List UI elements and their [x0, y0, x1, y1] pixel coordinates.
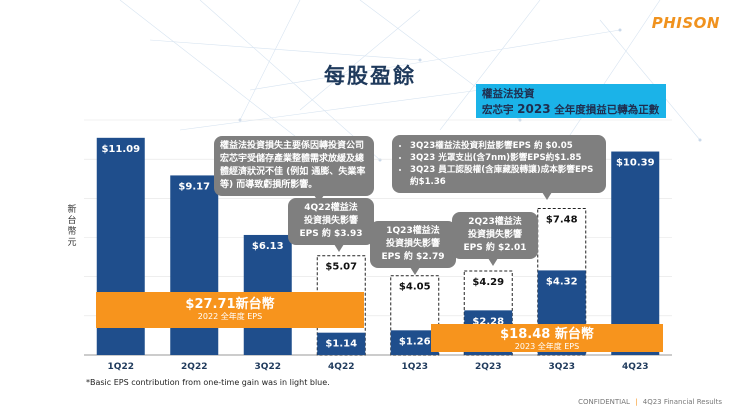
callout-2q23-line-2: 投資損失影響	[467, 230, 522, 240]
y-axis-label: 新台幣元	[67, 205, 77, 248]
footer-confidential: CONFIDENTIAL	[578, 398, 630, 406]
bar-value-label-4q23: $10.39	[616, 158, 655, 169]
bar-value-label-2q23: $2.28	[472, 316, 504, 327]
bar-excluding-loss-label-1q23: $4.05	[399, 282, 431, 293]
phison-logo: PHISON	[651, 14, 720, 32]
bar-value-label-3q23: $4.32	[546, 276, 578, 287]
callout-1q23-line-3: EPS 約 $2.79	[381, 252, 445, 262]
bar-value-label-3q22: $6.13	[252, 241, 284, 252]
x-tick-label-3q23: 3Q23	[549, 362, 575, 372]
bar-4q22	[317, 332, 366, 355]
bar-2q22	[170, 175, 219, 355]
footer: CONFIDENTIAL | 4Q23 Financial Results	[578, 398, 722, 406]
callout-1q23-line-2: 投資損失影響	[385, 239, 440, 249]
x-tick-label-4q22: 4Q22	[328, 362, 354, 372]
callout-4q22: 4Q22權益法 投資損失影響 EPS 約 $3.93	[288, 198, 374, 252]
callout-4q22-line-3: EPS 約 $3.93	[299, 229, 363, 239]
eps-2022-label: 2022 全年度 EPS	[197, 312, 263, 321]
equity-loss-explanation-callout: 權益法投資損失主要係因轉投資公司宏芯宇受儲存產業整體需求放緩及總體經濟狀況不佳 …	[214, 136, 374, 203]
bar-value-label-1q22: $11.09	[101, 144, 140, 155]
bar-value-label-1q23: $1.26	[399, 336, 431, 347]
eps-2023-banner: $18.48 新台幣 2023 全年度 EPS	[431, 324, 663, 352]
callout-tail	[488, 258, 498, 266]
callout-2q23-line-3: EPS 約 $2.01	[463, 243, 527, 253]
equity-loss-explanation-text: 權益法投資損失主要係因轉投資公司宏芯宇受儲存產業整體需求放緩及總體經濟狀況不佳 …	[220, 141, 366, 190]
highlight-year: 2023	[517, 102, 551, 116]
x-tick-label-4q23: 4Q23	[622, 362, 648, 372]
highlight-company: 宏芯宇	[482, 104, 514, 116]
bar-value-label-2q22: $9.17	[178, 181, 210, 192]
eps-2022-amount: $27.71新台幣	[185, 297, 275, 312]
callout-3q23-item: 3Q23權益法投資利益影響EPS 約 $0.05	[410, 140, 598, 152]
callout-3q23: 3Q23權益法投資利益影響EPS 約 $0.05 3Q23 光罩支出(含7nm)…	[392, 135, 606, 200]
bar-1q23	[390, 330, 439, 355]
eps-2023-label: 2023 全年度 EPS	[514, 342, 580, 351]
eps-2022-banner: $27.71新台幣 2022 全年度 EPS	[96, 292, 364, 328]
callout-tail	[410, 267, 420, 275]
highlight-line-2: 宏芯宇 2023 全年度損益已轉為正數	[482, 102, 660, 118]
callout-4q22-line-1: 4Q22權益法	[304, 203, 358, 213]
bar-value-label-4q22: $1.14	[325, 339, 357, 350]
x-tick-label-1q23: 1Q23	[402, 362, 428, 372]
x-tick-label-3q22: 3Q22	[255, 362, 281, 372]
callout-3q23-list: 3Q23權益法投資利益影響EPS 約 $0.05 3Q23 光罩支出(含7nm)…	[400, 140, 598, 188]
footnote: *Basic EPS contribution from one-time ga…	[86, 378, 330, 387]
footer-report-title: 4Q23 Financial Results	[642, 398, 722, 406]
bar-excluding-loss-label-3q23: $7.48	[546, 215, 578, 226]
highlight-text: 全年度損益已轉為正數	[554, 104, 660, 116]
bar-excluding-loss-label-2q23: $4.29	[472, 277, 504, 288]
callout-1q23-line-1: 1Q23權益法	[386, 226, 440, 236]
callout-tail	[334, 244, 344, 252]
callout-2q23-line-1: 2Q23權益法	[468, 217, 522, 227]
x-tick-label-2q22: 2Q22	[181, 362, 207, 372]
eps-2023-amount: $18.48 新台幣	[500, 327, 594, 342]
callout-2q23: 2Q23權益法 投資損失影響 EPS 約 $2.01	[452, 212, 538, 266]
highlight-line-1: 權益法投資	[482, 88, 535, 100]
callout-3q23-item: 3Q23 員工認股權(含庫藏股轉讓)成本影響EPS約$1.36	[410, 164, 598, 188]
callout-tail	[542, 192, 552, 200]
equity-investment-highlight: 權益法投資 宏芯宇 2023 全年度損益已轉為正數	[476, 84, 666, 118]
callout-1q23: 1Q23權益法 投資損失影響 EPS 約 $2.79	[370, 221, 456, 275]
callout-4q22-line-2: 投資損失影響	[303, 216, 358, 226]
footer-separator: |	[635, 398, 638, 406]
page-title: 每股盈餘	[324, 64, 416, 88]
callout-3q23-item: 3Q23 光罩支出(含7nm)影響EPS約$1.85	[410, 152, 598, 164]
x-tick-label-1q22: 1Q22	[108, 362, 134, 372]
bar-4q23	[611, 151, 660, 355]
x-tick-label-2q23: 2Q23	[475, 362, 501, 372]
bar-excluding-loss-label-4q22: $5.07	[325, 262, 357, 273]
